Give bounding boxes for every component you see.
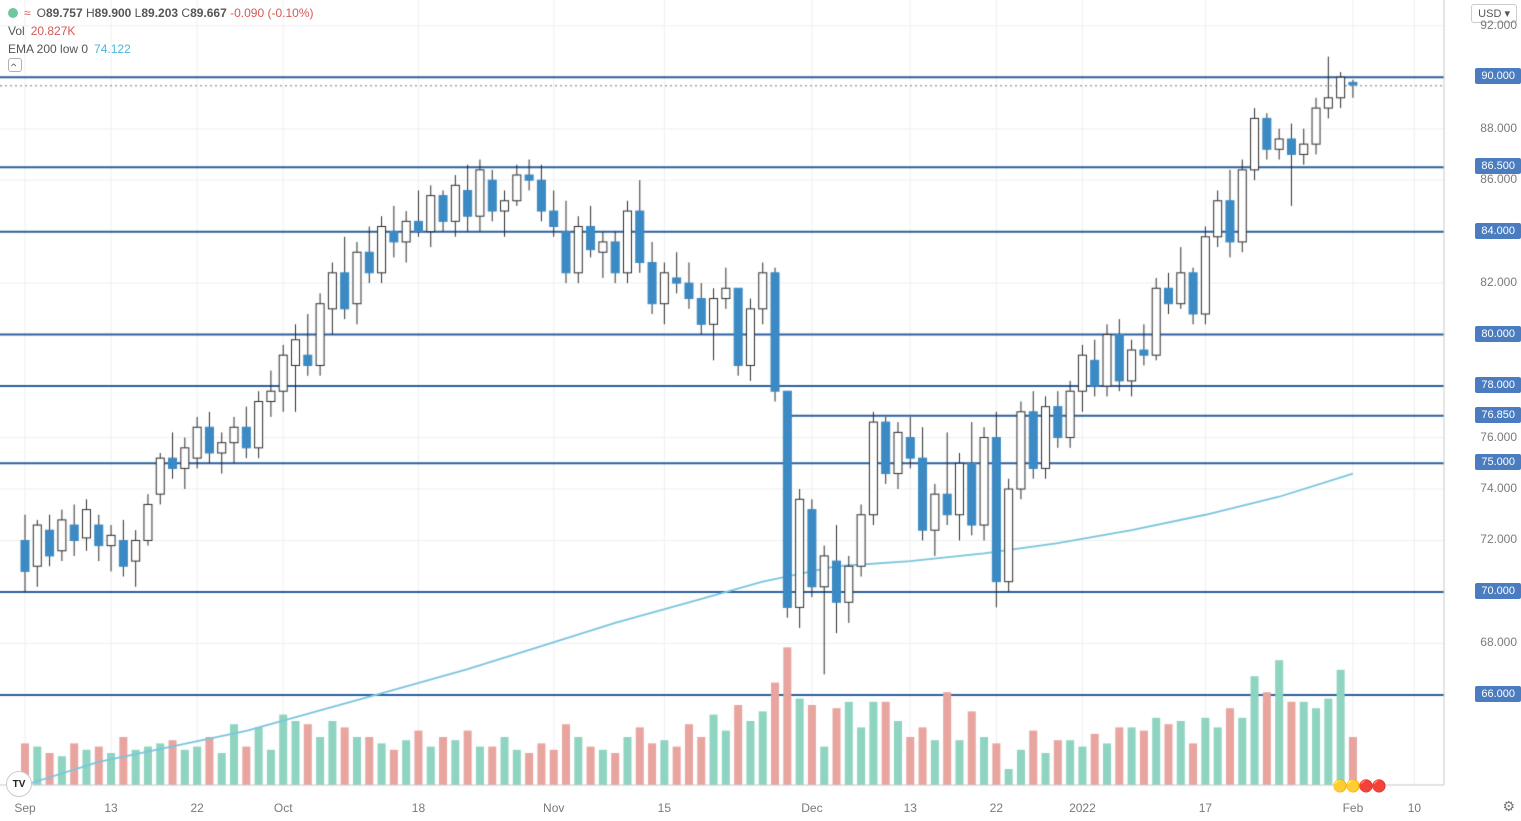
price-chart[interactable] bbox=[0, 0, 1521, 821]
x-axis-tick: 22 bbox=[990, 801, 1003, 815]
x-axis-tick: Dec bbox=[801, 801, 822, 815]
x-axis-tick: Nov bbox=[543, 801, 564, 815]
y-axis-tick: 74.000 bbox=[1480, 481, 1517, 495]
volume-value: 20.827K bbox=[31, 22, 76, 40]
price-level-label: 90.000 bbox=[1475, 68, 1521, 84]
x-axis-tick: 2022 bbox=[1069, 801, 1096, 815]
x-axis-tick: Oct bbox=[274, 801, 293, 815]
x-axis-tick: 13 bbox=[104, 801, 117, 815]
price-level-label: 86.500 bbox=[1475, 158, 1521, 174]
price-level-label: 78.000 bbox=[1475, 377, 1521, 393]
event-icons[interactable]: 🟡🟡🔴🔴 bbox=[1333, 779, 1385, 793]
settings-icon[interactable]: ⚙ bbox=[1502, 798, 1515, 815]
price-level-label: 75.000 bbox=[1475, 454, 1521, 470]
x-axis-tick: 18 bbox=[412, 801, 425, 815]
price-level-label: 70.000 bbox=[1475, 583, 1521, 599]
ema-value: 74.122 bbox=[94, 40, 131, 58]
x-axis-tick: 17 bbox=[1199, 801, 1212, 815]
price-level-label: 66.000 bbox=[1475, 686, 1521, 702]
ema-label: EMA 200 low 0 bbox=[8, 40, 88, 58]
price-level-label: 80.000 bbox=[1475, 326, 1521, 342]
y-axis-tick: 86.000 bbox=[1480, 172, 1517, 186]
ohlc-readout: O89.757 H89.900 L89.203 C89.667 -0.090 (… bbox=[37, 4, 314, 22]
x-axis-tick: 15 bbox=[658, 801, 671, 815]
price-level-label: 84.000 bbox=[1475, 223, 1521, 239]
wave-icon: ≈ bbox=[24, 4, 31, 22]
x-axis-tick: 13 bbox=[904, 801, 917, 815]
x-axis-tick: Feb bbox=[1343, 801, 1364, 815]
x-axis-tick: 22 bbox=[190, 801, 203, 815]
y-axis-tick: 72.000 bbox=[1480, 532, 1517, 546]
y-axis-tick: 92.000 bbox=[1480, 18, 1517, 32]
chart-legend: ≈ O89.757 H89.900 L89.203 C89.667 -0.090… bbox=[8, 4, 313, 72]
tradingview-logo[interactable]: TV bbox=[6, 771, 32, 797]
y-axis-tick: 76.000 bbox=[1480, 430, 1517, 444]
collapse-legend-button[interactable] bbox=[8, 58, 22, 72]
y-axis-tick: 82.000 bbox=[1480, 275, 1517, 289]
volume-label: Vol bbox=[8, 22, 25, 40]
x-axis-tick: 10 bbox=[1408, 801, 1421, 815]
y-axis-tick: 88.000 bbox=[1480, 121, 1517, 135]
price-level-label: 76.850 bbox=[1475, 407, 1521, 423]
x-axis-tick: Sep bbox=[14, 801, 35, 815]
y-axis-tick: 68.000 bbox=[1480, 635, 1517, 649]
status-dot-icon bbox=[8, 8, 18, 18]
